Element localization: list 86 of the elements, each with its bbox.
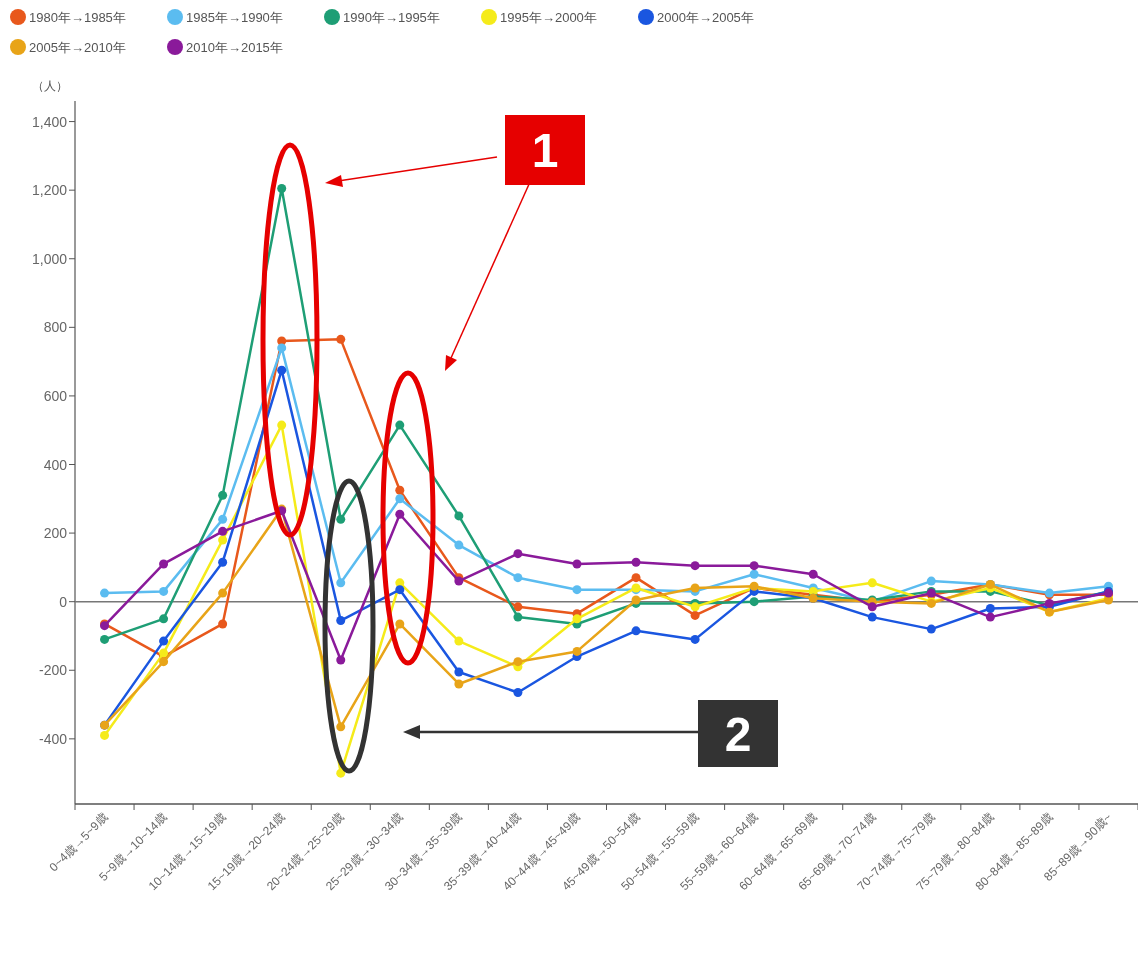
point xyxy=(454,667,464,677)
point xyxy=(513,657,523,667)
point xyxy=(395,494,405,504)
point xyxy=(336,514,346,524)
point xyxy=(454,679,464,689)
y-tick-label: -400 xyxy=(38,730,68,747)
point xyxy=(572,585,582,595)
point xyxy=(336,655,346,665)
point xyxy=(277,343,287,353)
point xyxy=(218,588,228,598)
point xyxy=(218,526,228,536)
point xyxy=(867,602,877,612)
legend-label: 1990年→1995年 xyxy=(343,10,440,25)
point xyxy=(336,334,346,344)
point xyxy=(395,509,405,519)
point xyxy=(454,540,464,550)
point xyxy=(277,183,287,193)
point xyxy=(277,365,287,375)
point xyxy=(985,604,995,614)
point xyxy=(100,634,110,644)
point xyxy=(336,722,346,732)
point xyxy=(867,578,877,588)
point xyxy=(159,636,169,646)
point xyxy=(100,730,110,740)
point xyxy=(218,557,228,567)
legend-label: 2010年→2015年 xyxy=(186,40,283,55)
point xyxy=(572,646,582,656)
point xyxy=(513,573,523,583)
point xyxy=(336,616,346,626)
point xyxy=(218,490,228,500)
point xyxy=(690,602,700,612)
point xyxy=(395,420,405,430)
point xyxy=(749,569,759,579)
y-tick-label: 1,200 xyxy=(31,182,68,199)
point xyxy=(926,624,936,634)
y-tick-label: 600 xyxy=(43,387,68,404)
point xyxy=(159,648,169,658)
y-tick-label: -200 xyxy=(38,662,68,679)
annotation: 2 xyxy=(724,707,752,761)
point xyxy=(454,511,464,521)
point xyxy=(395,485,405,495)
y-tick-label: 0 xyxy=(59,593,68,610)
point xyxy=(690,610,700,620)
point xyxy=(218,619,228,629)
y-tick-label: 1,400 xyxy=(31,113,68,130)
point xyxy=(218,535,228,545)
legend-label: 1995年→2000年 xyxy=(500,10,597,25)
legend-label: 2000年→2005年 xyxy=(657,10,754,25)
point xyxy=(277,420,287,430)
point xyxy=(867,612,877,622)
point xyxy=(395,585,405,595)
point xyxy=(159,559,169,569)
point xyxy=(513,549,523,559)
legend-label: 1980年→1985年 xyxy=(29,10,126,25)
point xyxy=(513,688,523,698)
point xyxy=(572,614,582,624)
y-tick-label: 800 xyxy=(43,319,68,336)
point xyxy=(749,597,759,607)
point xyxy=(218,514,228,524)
point xyxy=(690,634,700,644)
point xyxy=(454,636,464,646)
point xyxy=(926,576,936,586)
point xyxy=(159,614,169,624)
point xyxy=(159,586,169,596)
point xyxy=(690,561,700,571)
point xyxy=(395,619,405,629)
y-tick-label: 1,000 xyxy=(31,250,68,267)
point xyxy=(985,612,995,622)
point xyxy=(631,573,641,583)
point xyxy=(631,557,641,567)
point xyxy=(336,768,346,778)
y-tick-label: 400 xyxy=(43,456,68,473)
point xyxy=(159,657,169,667)
legend-label: 2005年→2010年 xyxy=(29,40,126,55)
y-axis-title: （人） xyxy=(32,79,68,93)
point xyxy=(336,578,346,588)
point xyxy=(631,626,641,636)
point xyxy=(808,569,818,579)
y-tick-label: 200 xyxy=(43,525,68,542)
point xyxy=(749,561,759,571)
point xyxy=(100,588,110,598)
point xyxy=(572,559,582,569)
annotation: 1 xyxy=(531,124,559,177)
point xyxy=(513,602,523,612)
point xyxy=(513,612,523,622)
legend-label: 1985年→1990年 xyxy=(186,10,283,25)
